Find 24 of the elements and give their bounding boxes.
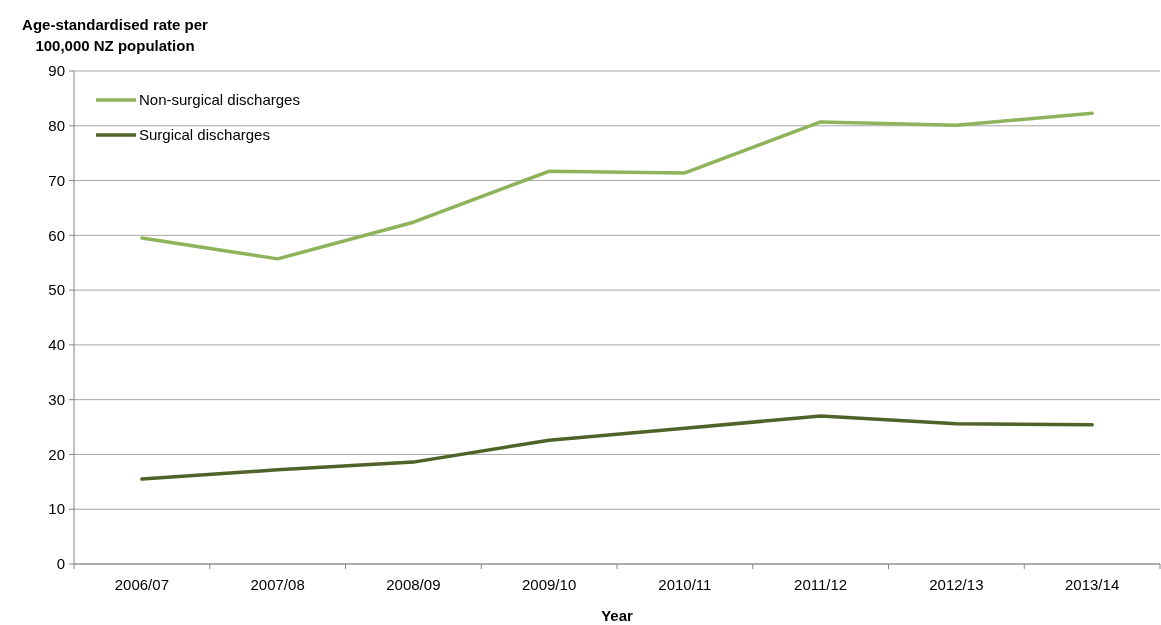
y-tick-label: 40 bbox=[48, 336, 65, 354]
y-tick-label: 70 bbox=[48, 171, 65, 189]
x-tick-label: 2009/10 bbox=[522, 576, 577, 593]
y-tick-label: 0 bbox=[56, 555, 65, 573]
x-tick-label: 2007/08 bbox=[250, 576, 305, 593]
legend-label: Surgical discharges bbox=[139, 126, 270, 144]
legend-label: Non-surgical discharges bbox=[139, 91, 300, 109]
y-tick-label: 50 bbox=[48, 281, 65, 299]
y-axis-title: Age-standardised rate per 100,000 NZ population bbox=[22, 16, 209, 54]
y-tick-label: 90 bbox=[48, 62, 65, 80]
x-tick-label: 2013/14 bbox=[1065, 576, 1120, 593]
x-axis-title: Year bbox=[601, 607, 634, 624]
x-tick-label: 2008/09 bbox=[386, 576, 441, 593]
y-tick-label: 20 bbox=[48, 445, 65, 463]
line-series bbox=[140, 414, 1094, 481]
x-tick-label: 2012/13 bbox=[929, 576, 984, 593]
y-tick-label: 30 bbox=[48, 390, 65, 408]
line-series bbox=[140, 111, 1094, 261]
x-tick-label: 2010/11 bbox=[658, 576, 712, 593]
y-tick-label: 10 bbox=[48, 500, 65, 518]
x-tick-label: 2006/07 bbox=[114, 576, 169, 593]
y-tick-label: 80 bbox=[48, 117, 65, 135]
y-tick-label: 60 bbox=[48, 226, 65, 244]
x-tick-label: 2011/12 bbox=[794, 576, 848, 593]
